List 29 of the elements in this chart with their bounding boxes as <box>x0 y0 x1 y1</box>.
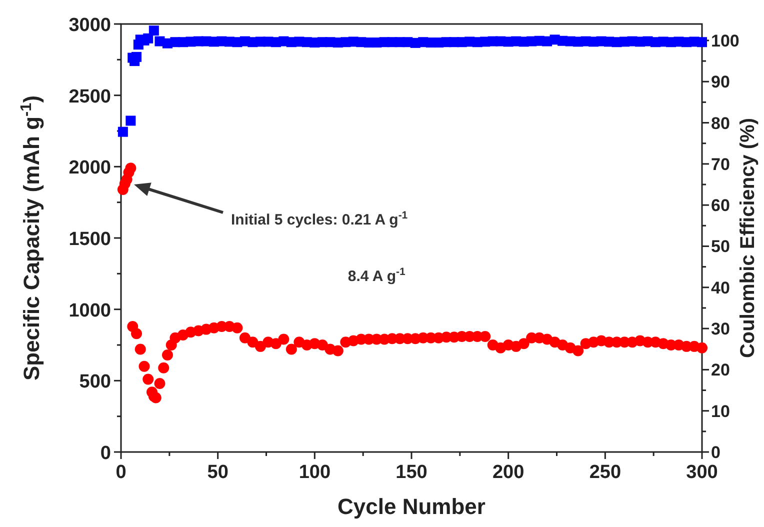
y-tick-label: 1500 <box>68 229 111 250</box>
y-tick-label: 1000 <box>68 300 111 322</box>
x-tick-label: 250 <box>589 462 622 483</box>
y2-tick-label: 10 <box>711 402 730 421</box>
y2-tick-label: 0 <box>711 443 720 462</box>
y2-tick-label: 70 <box>711 154 730 174</box>
y2-tick-label: 40 <box>711 278 730 298</box>
y-tick-label: 0 <box>100 443 111 464</box>
y2-tick-label: 90 <box>711 72 730 92</box>
y-tick-label: 3000 <box>68 15 111 36</box>
x-tick-label: 200 <box>492 462 524 483</box>
y-tick-label: 500 <box>79 372 111 393</box>
y2-tick-label: 100 <box>711 31 740 50</box>
y2-tick-label: 80 <box>711 114 730 133</box>
y-tick-label: 2500 <box>68 86 111 108</box>
y2-tick-label: 50 <box>711 237 730 256</box>
x-axis-title: Cycle Number <box>338 494 486 519</box>
y-tick-label: 2000 <box>68 158 111 179</box>
x-tick-label: 300 <box>686 462 718 483</box>
y2-tick-label: 20 <box>711 360 730 380</box>
x-tick-label: 100 <box>298 462 331 483</box>
y2-tick-label: 30 <box>711 320 730 339</box>
annotation: 8.4 A g$^{-1}$ <box>348 266 406 285</box>
x-tick-label: 150 <box>396 462 428 483</box>
y2-tick-label: 60 <box>711 196 730 216</box>
x-tick-label: 0 <box>116 462 126 483</box>
x-tick-label: 50 <box>207 462 228 483</box>
y2-axis-title: Coulombic Efficiency (%) <box>737 118 759 358</box>
annotation: Initial 5 cycles: 0.21 A g$^{-1}$ <box>231 210 408 228</box>
